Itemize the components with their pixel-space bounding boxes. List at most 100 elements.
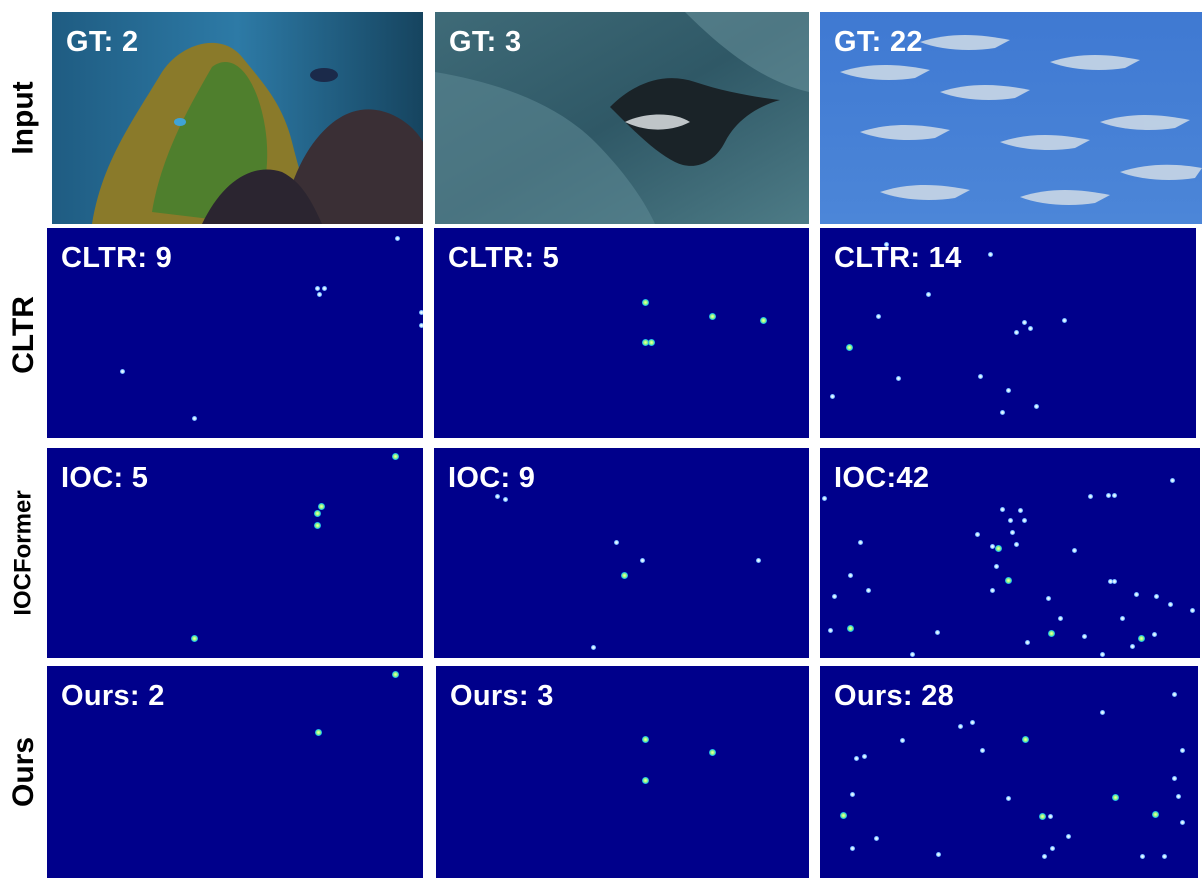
density-peak [392,453,399,460]
density-peak [1134,592,1139,597]
density-peak [988,252,993,257]
caption-ioc-count: IOC: 5 [61,462,149,494]
density-peak [1072,548,1077,553]
density-peak [990,544,995,549]
density-peak [858,540,863,545]
row-label-text: Input [7,81,40,155]
caption-cltr-count: CLTR: 5 [448,242,560,274]
row-label-ours: Ours [0,666,48,878]
density-peak [866,588,871,593]
density-map-ours-2: Ours: 3 [436,666,809,878]
density-peak [614,540,619,545]
row-label-text: IOCFormer [10,490,38,616]
density-peak [970,720,975,725]
density-peak [1112,493,1117,498]
density-peak [1112,579,1117,584]
density-peak [1108,579,1113,584]
density-peak [756,558,761,563]
density-peak [503,497,508,502]
density-map-cltr-2: CLTR: 5 [434,228,809,438]
density-peak [874,836,879,841]
density-peak [1106,493,1111,498]
caption-ours-count: Ours: 3 [450,680,554,712]
density-peak [1034,404,1039,409]
density-peak [760,317,767,324]
density-peak [642,339,649,346]
row-label-cltr: CLTR [0,232,48,438]
density-peak [1138,635,1145,642]
density-peak [709,313,716,320]
density-peak [642,777,649,784]
density-peak [994,564,999,569]
density-peak [926,292,931,297]
density-peak [1000,410,1005,415]
row-label-iocformer: IOCFormer [0,448,48,658]
density-peak [1066,834,1071,839]
density-peak [1120,616,1125,621]
density-peak [120,369,125,374]
density-peak [642,736,649,743]
density-peak [1152,632,1157,637]
density-peak [1190,608,1195,613]
density-peak [840,812,847,819]
density-peak [1172,692,1177,697]
input-image-sharks: GT: 22 [820,12,1202,224]
caption-cltr-count: CLTR: 14 [834,242,962,274]
density-peak [846,344,853,351]
density-peak [936,852,941,857]
density-peak [315,729,322,736]
density-peak [317,292,322,297]
density-map-ioc-2: IOC: 9 [434,448,809,658]
density-peak [621,572,628,579]
density-peak [848,573,853,578]
density-peak [1022,320,1027,325]
density-peak [314,510,321,517]
density-peak [822,496,827,501]
density-peak [1170,478,1175,483]
density-peak [900,738,905,743]
density-peak [850,792,855,797]
density-peak [1028,326,1033,331]
density-peak [1010,530,1015,535]
density-peak [958,724,963,729]
density-peak [1048,814,1053,819]
caption-gt-count: GT: 22 [834,26,923,58]
density-peak [830,394,835,399]
density-peak [392,671,399,678]
density-peak [990,588,995,593]
input-image-coral: GT: 2 [52,12,423,224]
density-peak [1006,796,1011,801]
density-peak [419,310,423,315]
density-peak [847,625,854,632]
density-peak [876,314,881,319]
density-peak [1172,776,1177,781]
density-peak [1152,811,1159,818]
density-peak [862,754,867,759]
density-peak [1082,634,1087,639]
density-peak [1022,736,1029,743]
density-map-cltr-1: CLTR: 9 [47,228,423,438]
density-peak [1050,846,1055,851]
shark-school-photo [820,12,1202,224]
density-peak [1088,494,1093,499]
density-peak [1022,518,1027,523]
density-peak [1062,318,1067,323]
density-peak [854,756,859,761]
density-peak [1025,640,1030,645]
density-peak [1018,508,1023,513]
density-map-cltr-3: CLTR: 14 [820,228,1196,438]
density-peak [1042,854,1047,859]
density-peak [395,236,400,241]
density-peak [978,374,983,379]
density-peak [191,635,198,642]
density-peak [314,522,321,529]
density-peak [318,503,325,510]
caption-gt-count: GT: 3 [449,26,522,58]
density-peak [896,376,901,381]
density-peak [832,594,837,599]
caption-ours-count: Ours: 2 [61,680,165,712]
density-peak [1100,710,1105,715]
density-map-ours-1: Ours: 2 [47,666,423,878]
caption-cltr-count: CLTR: 9 [61,242,173,274]
density-peak [1048,630,1055,637]
